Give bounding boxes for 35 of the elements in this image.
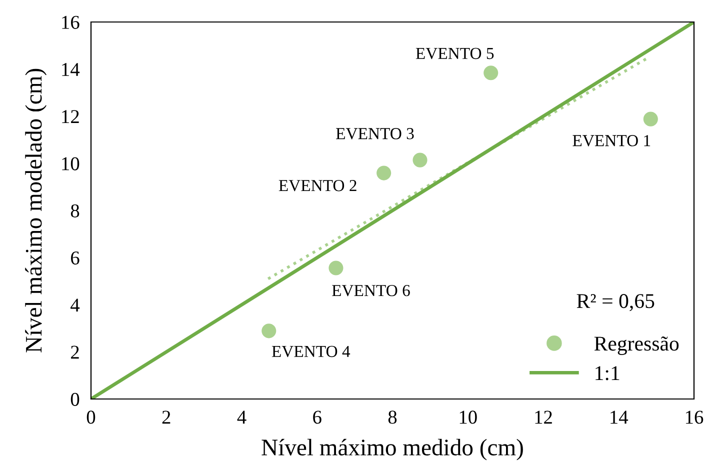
x-tick-label: 6 [313, 410, 322, 424]
annotation: EVENTO 2 [278, 180, 356, 192]
y-tick-label: 10 [62, 157, 80, 170]
x-tick-label: 16 [686, 410, 704, 424]
legend-label: Regressão [594, 336, 679, 355]
y-tick-label: 8 [70, 204, 80, 218]
annotation: EVENTO 4 [272, 346, 350, 358]
annotation: EVENTO 3 [336, 128, 414, 140]
annotation: EVENTO 1 [572, 135, 650, 146]
y-tick-label: 0 [70, 392, 80, 406]
x-tick-label: 4 [237, 410, 246, 424]
y-tick-label: 16 [62, 16, 80, 29]
legend-label: 1:1 [596, 366, 620, 380]
y-tick-label: 6 [71, 251, 80, 265]
x-tick-label: 10 [460, 410, 477, 424]
point [328, 260, 344, 276]
x-axis-title: Nível máximo medido (cm) [262, 438, 523, 460]
x-tick-label: 8 [388, 410, 397, 424]
x-tick-label: 0 [86, 410, 96, 424]
point [643, 112, 658, 126]
x-tick-label: 2 [162, 410, 170, 424]
y-tick-label: 14 [62, 63, 80, 76]
annotation: R² = 0,65 [576, 294, 654, 312]
annotation: EVENTO 5 [416, 48, 494, 60]
x-tick-label: 12 [535, 410, 552, 424]
point [376, 166, 392, 180]
point [262, 324, 276, 338]
x-tick-label: 14 [610, 410, 628, 424]
y-axis-title: Nível máximo modelado (cm) [25, 68, 47, 352]
y-tick-label: 12 [62, 110, 79, 123]
y-tick-label: 4 [70, 298, 80, 312]
y-tick-label: 2 [71, 346, 79, 359]
point [484, 66, 498, 80]
point [412, 152, 428, 168]
annotation: EVENTO 6 [332, 284, 410, 296]
